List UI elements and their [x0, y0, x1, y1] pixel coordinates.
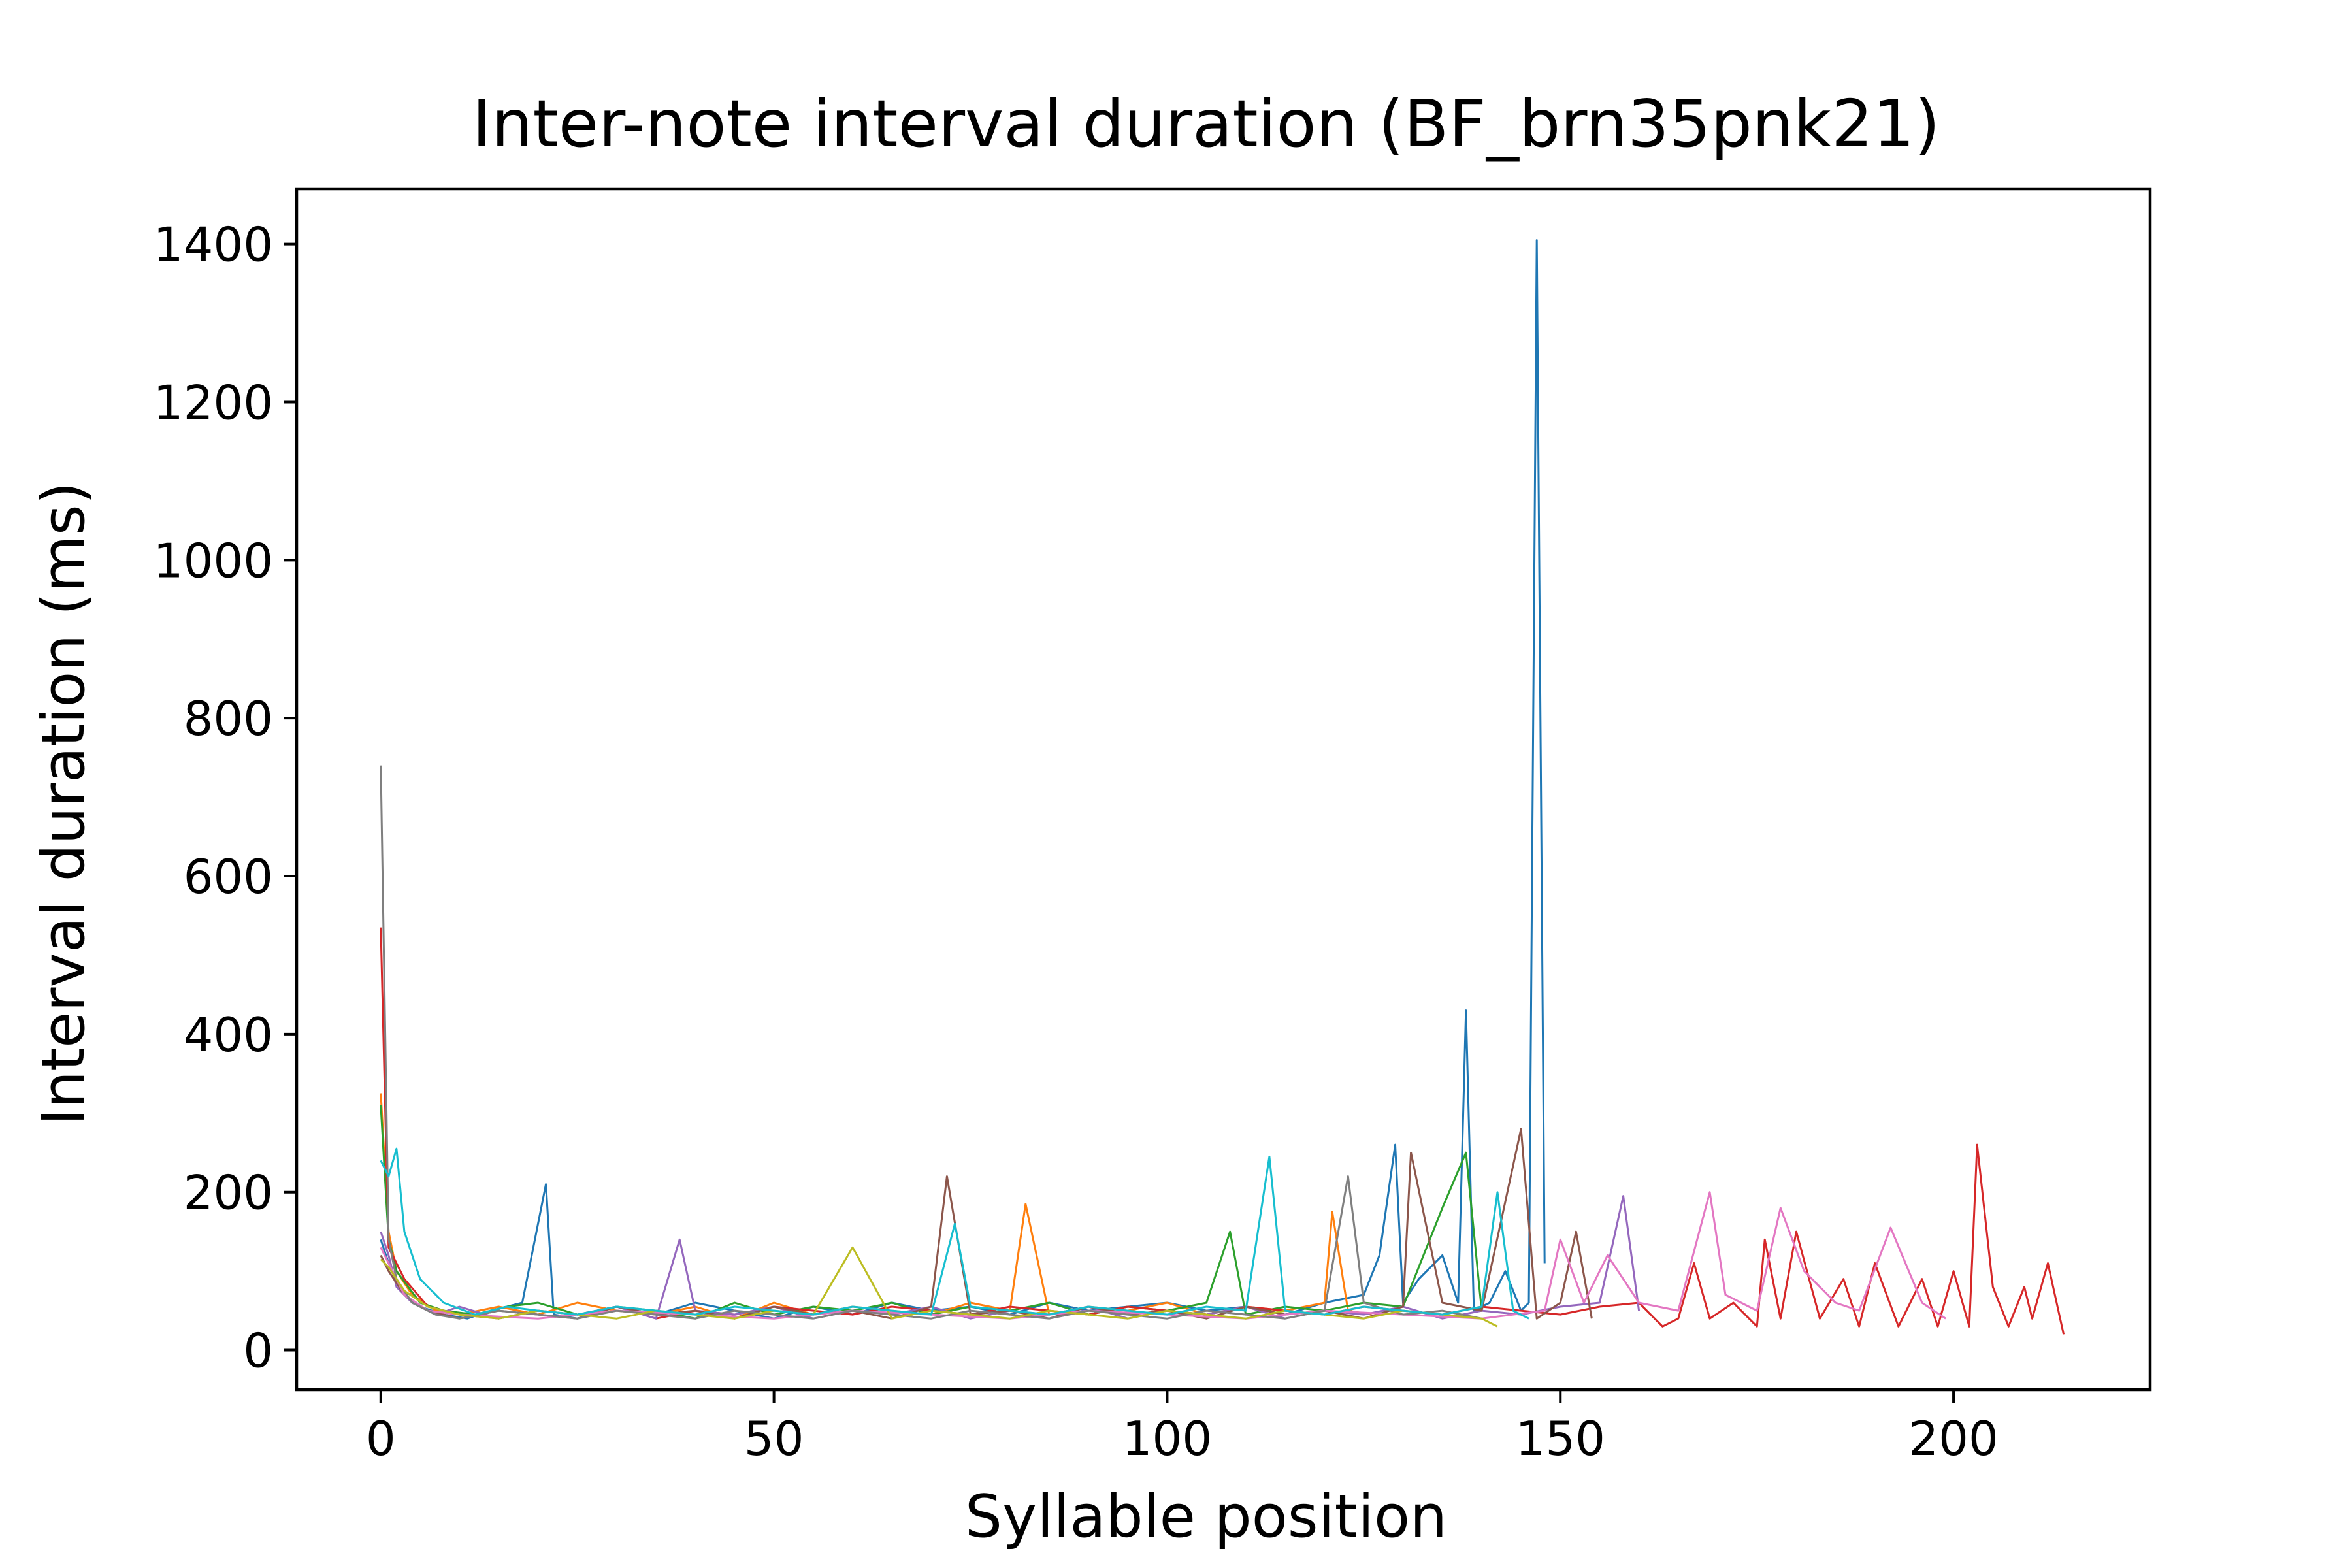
y-tick-label: 400: [184, 1007, 273, 1062]
y-tick-label: 1200: [154, 375, 273, 430]
x-axis-label: Syllable position: [965, 1482, 1447, 1551]
x-axis-ticks: 0 50 100 150 200: [366, 1390, 1999, 1466]
y-axis-ticks: 0 200 400 600 800 1000 1200 1400: [154, 218, 297, 1379]
y-tick-label: 800: [184, 691, 273, 746]
plot-frame: [295, 187, 2152, 1392]
x-tick-label: 0: [366, 1411, 396, 1466]
y-tick-label: 1400: [154, 218, 273, 272]
y-axis-label: Interval duration (ms): [29, 482, 98, 1125]
y-tick-label: 200: [184, 1166, 273, 1220]
x-tick-label: 150: [1516, 1411, 1605, 1466]
plot-series: [380, 239, 2065, 1335]
x-tick-label: 50: [744, 1411, 804, 1466]
x-tick-label: 100: [1122, 1411, 1212, 1466]
y-tick-label: 1000: [154, 533, 273, 588]
series-line-10: [380, 1147, 1529, 1320]
x-tick-label: 200: [1908, 1411, 1998, 1466]
y-tick-label: 0: [243, 1324, 273, 1379]
chart-title: Inter-note interval duration (BF_brn35pn…: [472, 86, 1940, 162]
y-tick-label: 600: [184, 849, 273, 904]
